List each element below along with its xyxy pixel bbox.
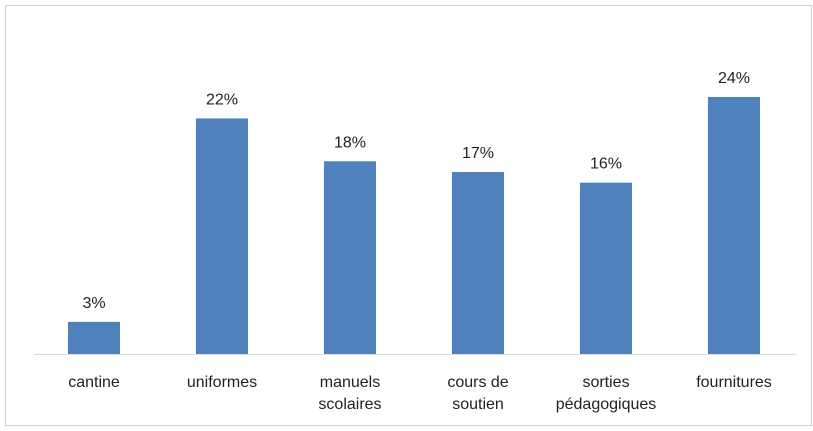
data-label: 3%: [82, 295, 105, 312]
x-tick-label: cantine: [68, 374, 120, 391]
x-tick-label: manuels scolaires: [318, 374, 382, 413]
data-label: 22%: [206, 91, 238, 108]
x-tick-label: fournitures: [696, 374, 772, 391]
data-label: 24%: [718, 70, 750, 87]
data-label: 16%: [590, 156, 622, 173]
bar: [196, 118, 248, 355]
x-tick-label: cours de soutien: [447, 374, 509, 413]
data-label: 17%: [462, 145, 494, 162]
data-label: 18%: [334, 134, 366, 151]
bar: [452, 171, 504, 354]
chart-frame: [5, 5, 812, 426]
bar: [708, 97, 760, 354]
x-tick-label: sorties pédagogiques: [555, 374, 657, 413]
bar: [68, 321, 120, 354]
bar: [580, 182, 632, 354]
x-tick-label: uniformes: [186, 374, 258, 391]
bar: [324, 161, 376, 354]
